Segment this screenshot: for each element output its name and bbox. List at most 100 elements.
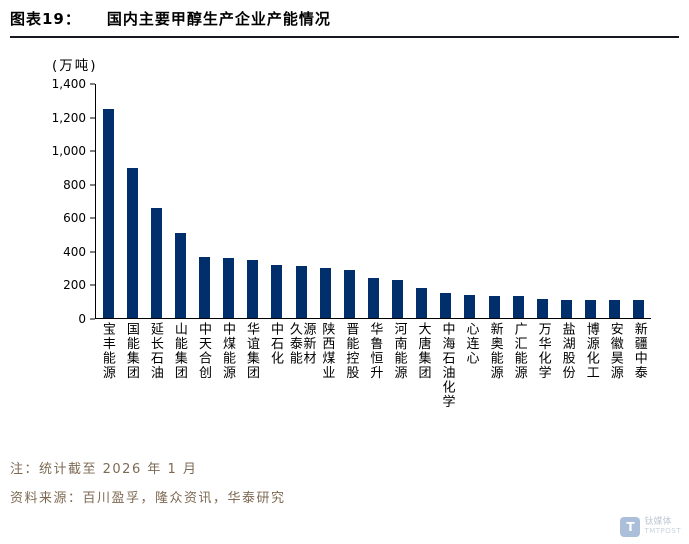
bar-slot <box>506 84 530 318</box>
bar-slot <box>530 84 554 318</box>
x-axis-label: 博源化工 <box>583 322 599 380</box>
bar-slot <box>144 84 168 318</box>
x-slot: 华谊集团 <box>239 322 263 436</box>
y-axis-tick <box>90 184 95 186</box>
bar <box>126 167 138 318</box>
x-slot: 安徽昊源 <box>603 322 627 436</box>
y-axis-tick-label: 600 <box>63 211 86 226</box>
bar-slot <box>458 84 482 318</box>
bar-slot <box>217 84 241 318</box>
x-axis-label: 安徽昊源 <box>607 322 623 380</box>
watermark: T 钛媒体 TMTPOST <box>620 517 681 537</box>
x-axis-label: 中煤能源 <box>219 322 235 380</box>
bar-slot <box>193 84 217 318</box>
x-axis-label: 万华化学 <box>535 322 551 380</box>
x-slot: 陕西煤业 <box>315 322 339 436</box>
x-slot: 中天合创 <box>191 322 215 436</box>
bar <box>174 232 186 318</box>
bar <box>464 295 476 318</box>
x-slot: 久泰能 源新材 <box>286 322 316 436</box>
y-axis-tick <box>90 318 95 320</box>
x-axis-label: 河南能源 <box>391 322 407 380</box>
y-axis-tick-label: 1,200 <box>51 110 86 125</box>
x-axis-label: 华鲁恒升 <box>367 322 383 380</box>
x-slot: 中石化 <box>263 322 287 436</box>
x-axis-label: 中天合创 <box>195 322 211 380</box>
plot-wrap: 0 200 400 600 800 1,000 1,200 1,400 <box>52 77 651 326</box>
bar-slot <box>603 84 627 318</box>
bar-slot <box>361 84 385 318</box>
bar-slot <box>579 84 603 318</box>
y-axis-tick <box>90 251 95 253</box>
bar <box>440 292 452 318</box>
x-slot: 新奥能源 <box>483 322 507 436</box>
x-axis-label: 晋能控股 <box>343 322 359 380</box>
bar <box>585 299 597 318</box>
bar <box>295 266 307 318</box>
y-axis-unit-label: (万吨) <box>52 58 98 74</box>
note-line: 注：统计截至 2026 年 1 月 <box>10 462 198 477</box>
bar <box>609 300 621 318</box>
x-axis-label: 中石化 <box>268 322 284 366</box>
x-axis-label: 心连心 <box>463 322 479 366</box>
bar-slot <box>289 84 313 318</box>
x-axis-label: 国能集团 <box>123 322 139 380</box>
x-slot: 万华化学 <box>531 322 555 436</box>
x-axis-label: 华谊集团 <box>244 322 260 380</box>
bar <box>223 257 235 318</box>
y-axis-tick <box>90 117 95 119</box>
x-slot: 延长石油 <box>143 322 167 436</box>
x-slot: 晋能控股 <box>339 322 363 436</box>
bar <box>271 265 283 318</box>
figure-notes: 注：统计截至 2026 年 1 月 资料来源：百川盈孚，隆众资讯，华泰研究 <box>10 458 689 506</box>
bar <box>416 287 428 318</box>
bar <box>633 300 645 318</box>
bar <box>367 277 379 318</box>
bar-slot <box>482 84 506 318</box>
x-axis-label: 盐湖股份 <box>559 322 575 380</box>
x-slot: 中煤能源 <box>215 322 239 436</box>
x-axis-label: 宝丰能源 <box>99 322 115 380</box>
watermark-sub: TMTPOST <box>644 527 681 536</box>
x-axis-label: 中海石油化学 <box>439 322 455 409</box>
x-axis-label: 山能集团 <box>171 322 187 380</box>
x-slot: 新疆中泰 <box>627 322 651 436</box>
y-axis-tick-label: 1,400 <box>51 77 86 91</box>
plot-area <box>95 84 651 319</box>
x-slot: 博源化工 <box>579 322 603 436</box>
bar-slot <box>96 84 120 318</box>
x-axis-label: 久泰能 源新材 <box>286 322 316 366</box>
x-slot: 河南能源 <box>387 322 411 436</box>
bar <box>392 279 404 318</box>
bar <box>512 296 524 318</box>
bar <box>150 207 162 318</box>
x-axis-label: 新疆中泰 <box>631 322 647 380</box>
watermark-logo-icon: T <box>620 517 641 537</box>
y-axis-tick-label: 400 <box>63 244 86 259</box>
y-axis-tick <box>90 150 95 152</box>
x-axis-label: 大唐集团 <box>415 322 431 380</box>
bar-slot <box>265 84 289 318</box>
bar <box>319 267 331 318</box>
bar <box>343 270 355 318</box>
bar-slot <box>337 84 361 318</box>
x-slot: 心连心 <box>459 322 483 436</box>
x-axis-labels: 宝丰能源 国能集团 延长石油 山能集团 中天合创 中煤能源 华谊集团 中石化 久泰能 源新材 陕西… <box>95 322 651 436</box>
figure-title: 国内主要甲醇生产企业产能情况 <box>106 10 331 28</box>
bar-slot <box>627 84 651 318</box>
x-axis-label: 延长石油 <box>147 322 163 380</box>
y-axis-tick <box>90 217 95 219</box>
bar-slot <box>313 84 337 318</box>
watermark-name: 钛媒体 <box>644 517 672 528</box>
bar-slot <box>554 84 578 318</box>
bar <box>102 109 114 318</box>
x-slot: 中海石油化学 <box>435 322 459 436</box>
bar <box>199 257 211 318</box>
bar-slot <box>410 84 434 318</box>
bar <box>560 299 572 318</box>
x-axis-label: 新奥能源 <box>487 322 503 380</box>
bar <box>488 296 500 318</box>
y-axis-tick <box>90 284 95 286</box>
y-axis-tick-label: 800 <box>63 177 86 192</box>
